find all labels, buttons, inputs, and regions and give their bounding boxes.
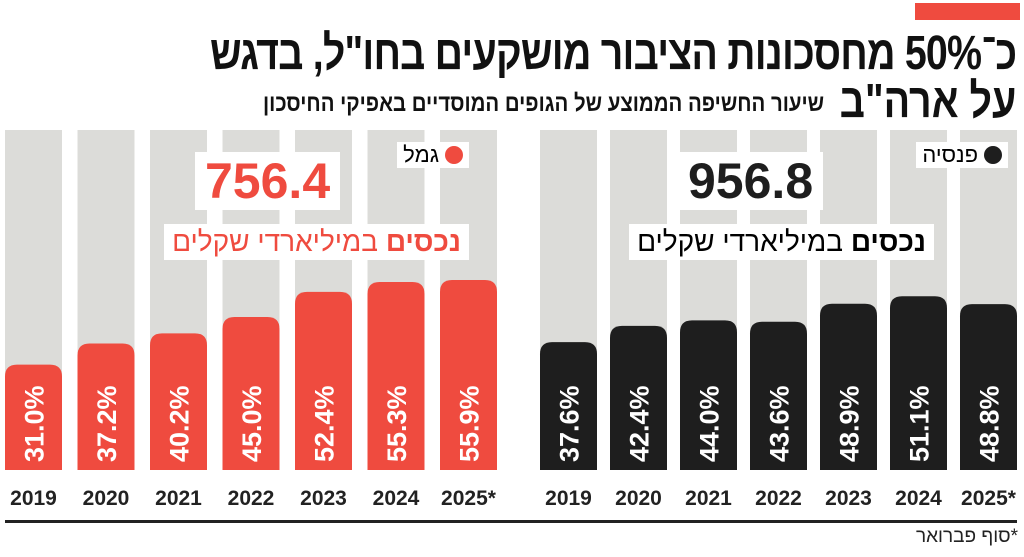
bar-value-label: 31.0% xyxy=(20,385,50,462)
x-tick-label: 2022 xyxy=(755,487,802,510)
bar-value-label: 42.4% xyxy=(625,385,655,462)
bar xyxy=(680,320,737,470)
gemel-total: 756.4 xyxy=(195,152,341,210)
bar-value-label: 37.6% xyxy=(555,385,585,462)
bar xyxy=(820,303,877,470)
bar xyxy=(440,279,497,470)
chart-title: כ־50% מחסכונות הציבור מושקעים בחו"ל, בדג… xyxy=(209,27,1017,80)
bar-value-label: 37.2% xyxy=(92,385,122,462)
legend-dot-icon xyxy=(445,146,463,164)
x-tick-label: 2019 xyxy=(10,487,57,510)
bar-value-label: 43.6% xyxy=(765,385,795,462)
bar xyxy=(890,296,947,470)
x-tick-label: 2024 xyxy=(373,487,420,510)
bar-value-label: 52.4% xyxy=(310,385,340,462)
bar-value-label: 48.9% xyxy=(835,385,865,462)
bar xyxy=(77,343,135,470)
bar xyxy=(5,364,62,470)
pension-unit: נכסים במיליארדי שקלים xyxy=(629,224,934,260)
bar-charts: 31.0% 2019 37.2% 2020 40.2% 2021 45.0% 2022 52.4… xyxy=(5,130,1017,510)
bar-value-label: 55.9% xyxy=(455,385,485,462)
x-tick-label: 2023 xyxy=(825,487,872,510)
unit-rest: במיליארדי שקלים xyxy=(172,226,386,257)
chart-subtitle: שיעור החשיפה הממוצע של הגופים המוסדיים ב… xyxy=(262,90,824,117)
bar-value-label: 55.3% xyxy=(382,385,412,462)
bar xyxy=(540,342,597,470)
x-tick-label: 2021 xyxy=(155,487,202,510)
unit-bold: נכסים xyxy=(850,226,926,257)
pension-total: 956.8 xyxy=(678,152,824,210)
x-tick-label: 2019 xyxy=(545,487,592,510)
x-tick-label: 2025* xyxy=(441,487,497,510)
bar xyxy=(295,291,352,470)
gemel-unit: נכסים במיליארדי שקלים xyxy=(164,224,469,260)
x-tick-label: 2022 xyxy=(228,487,275,510)
bar xyxy=(150,333,207,470)
x-tick-label: 2025* xyxy=(961,487,1017,510)
unit-bold: נכסים xyxy=(385,226,461,257)
unit-rest: במיליארדי שקלים xyxy=(637,226,851,257)
legend-gemel: גמל xyxy=(397,142,469,168)
accent-bar xyxy=(915,3,1020,20)
bar xyxy=(222,317,280,470)
x-tick-label: 2021 xyxy=(685,487,732,510)
bar-value-label: 40.2% xyxy=(165,385,195,462)
bar xyxy=(367,281,425,470)
footnote: *סוף פברואר xyxy=(915,526,1018,547)
x-tick-label: 2020 xyxy=(615,487,662,510)
baseline-rule xyxy=(5,520,1017,523)
legend-pension: פנסיה xyxy=(916,142,1008,168)
bar-value-label: 45.0% xyxy=(237,385,267,462)
x-tick-label: 2024 xyxy=(895,487,942,510)
bar-value-label: 48.8% xyxy=(975,385,1005,462)
bar-value-label: 51.1% xyxy=(905,385,935,462)
bar xyxy=(750,321,807,470)
x-tick-label: 2020 xyxy=(83,487,130,510)
bar xyxy=(960,304,1017,470)
x-tick-label: 2023 xyxy=(300,487,347,510)
legend-label: פנסיה xyxy=(922,142,978,167)
legend-label: גמל xyxy=(403,142,439,167)
bar xyxy=(610,325,667,470)
legend-dot-icon xyxy=(984,146,1002,164)
bar-value-label: 44.0% xyxy=(695,385,725,462)
chart-title-line2: על ארה"ב xyxy=(839,75,1016,128)
